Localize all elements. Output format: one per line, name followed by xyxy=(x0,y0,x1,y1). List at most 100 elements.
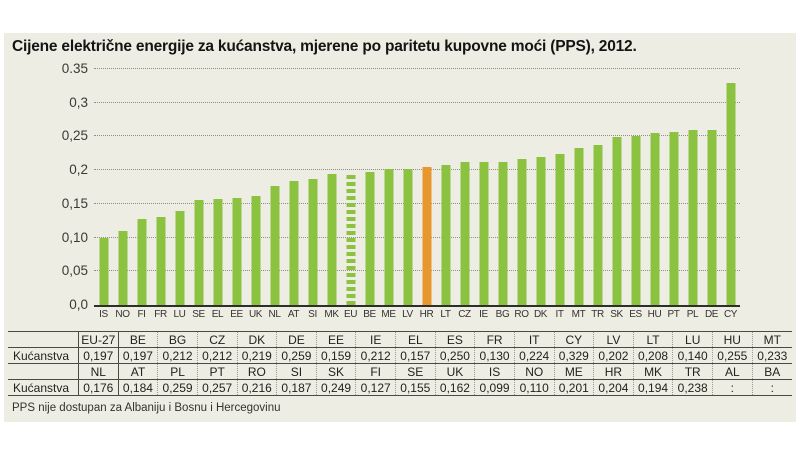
bar-SI xyxy=(308,178,317,305)
table-value-cell: 0,208 xyxy=(632,347,673,364)
table-row-label: Kućanstva xyxy=(8,379,79,396)
table-value-cell: 0,259 xyxy=(157,379,198,396)
y-tick-label: 0,2 xyxy=(69,162,88,178)
bar-slot-MK xyxy=(322,69,341,305)
table-header-cell: HR xyxy=(593,363,634,380)
chart-title: Cijene električne energije za kućanstva,… xyxy=(12,38,637,55)
footnote: PPS nije dostupan za Albaniju i Bosnu i … xyxy=(12,402,281,414)
y-tick-label: 0,3 xyxy=(69,94,88,110)
bar-slot-ES xyxy=(626,69,645,305)
table-value-cell: 0,157 xyxy=(395,347,436,364)
table-value-cell: 0,238 xyxy=(672,379,713,396)
bar-UK xyxy=(251,195,260,305)
bar-BE xyxy=(365,172,374,305)
x-axis: IS NO FI FR LU SE EL EE UK NL AT SI MK EU BE ME LV HR LT CZ… xyxy=(94,309,740,320)
table-header-cell: EE xyxy=(315,331,356,348)
bar-PT xyxy=(669,131,678,305)
table-header-cell: NO xyxy=(513,363,554,380)
bar-slot-SE xyxy=(189,69,208,305)
bar-slot-SK xyxy=(607,69,626,305)
table-value-cell: 0,329 xyxy=(553,347,594,364)
bar-slot-FR xyxy=(151,69,170,305)
bar-IE xyxy=(479,162,488,305)
y-tick-label: 0,15 xyxy=(61,195,88,211)
x-tick-label-DE: DE xyxy=(704,309,719,320)
data-table-wrap: EU-27 BE BG CZ DK DE EE IE EL ES FR IT CY LV LT LU HU MT K… xyxy=(8,331,792,396)
bar-slot-UK xyxy=(246,69,265,305)
x-tick-label-HU: HU xyxy=(647,309,662,320)
x-tick-label-MT: MT xyxy=(571,309,586,320)
table-header-cell: FR xyxy=(474,331,515,348)
bar-ME xyxy=(384,169,393,305)
table-header-cell: SI xyxy=(276,363,317,380)
bar-AT xyxy=(289,180,298,305)
table-header-cell: MT xyxy=(751,331,792,348)
table-value-cell: 0,194 xyxy=(632,379,673,396)
x-tick-label-PT: PT xyxy=(667,309,680,320)
table-header-cell: TR xyxy=(672,363,713,380)
y-tick-label: 0.35 xyxy=(61,61,88,76)
bar-SE xyxy=(194,200,203,305)
bar-slot-EE xyxy=(227,69,246,305)
data-table: EU-27 BE BG CZ DK DE EE IE EL ES FR IT CY LV LT LU HU MT K… xyxy=(8,331,792,396)
table-corner-cell xyxy=(8,331,79,348)
gridline xyxy=(94,270,740,272)
bar-slot-BE xyxy=(360,69,379,305)
y-tick-label: 0,25 xyxy=(61,128,88,144)
table-header-cell: SE xyxy=(395,363,436,380)
bars-container xyxy=(94,69,740,305)
bar-MK xyxy=(327,174,336,305)
table-value-cell: 0,204 xyxy=(593,379,634,396)
bar-slot-PT xyxy=(664,69,683,305)
x-tick-label-SK: SK xyxy=(610,309,623,320)
bar-LV xyxy=(403,168,412,305)
x-tick-label-SI: SI xyxy=(308,309,317,320)
plot-area xyxy=(94,68,740,307)
table-header-cell: CY xyxy=(553,331,594,348)
bar-slot-ME xyxy=(379,69,398,305)
x-tick-label-LU: LU xyxy=(173,309,186,320)
table-header-cell: BG xyxy=(157,331,198,348)
table-value-cell: 0,201 xyxy=(553,379,594,396)
table-header-cell: DE xyxy=(276,331,317,348)
table-header-cell: LV xyxy=(593,331,634,348)
bar-slot-SI xyxy=(303,69,322,305)
table-header-cell: AT xyxy=(117,363,158,380)
x-tick-label-CY: CY xyxy=(723,309,738,320)
table-header-cell: LU xyxy=(672,331,713,348)
bar-slot-NO xyxy=(113,69,132,305)
bar-HU xyxy=(650,133,659,305)
bar-CZ xyxy=(460,162,469,305)
bar-FI xyxy=(137,219,146,305)
bar-SK xyxy=(612,137,621,305)
table-header-cell: AL xyxy=(712,363,753,380)
bar-LT xyxy=(441,164,450,305)
bar-slot-LT xyxy=(436,69,455,305)
bar-slot-NL xyxy=(265,69,284,305)
table-value-cell: 0,110 xyxy=(513,379,554,396)
bar-slot-IE xyxy=(474,69,493,305)
table-value-cell: 0,159 xyxy=(315,347,356,364)
x-tick-label-EE: EE xyxy=(230,309,243,320)
bar-slot-TR xyxy=(588,69,607,305)
table-value-cell: : xyxy=(712,379,753,396)
bar-slot-PL xyxy=(683,69,702,305)
table-header-cell: PL xyxy=(157,363,198,380)
table-value-cell: 0,187 xyxy=(276,379,317,396)
bar-HR xyxy=(422,167,431,305)
gridline xyxy=(94,135,740,137)
table-value-cell: 0,219 xyxy=(236,347,277,364)
table-corner-cell xyxy=(8,363,79,380)
x-tick-label-TR: TR xyxy=(591,309,604,320)
bar-slot-BG xyxy=(493,69,512,305)
table-value-cell: 0,255 xyxy=(712,347,753,364)
bar-slot-EL xyxy=(208,69,227,305)
table-value-cell: 0,130 xyxy=(474,347,515,364)
table-value-cell: 0,259 xyxy=(276,347,317,364)
bar-slot-EU xyxy=(341,69,360,305)
table-header-cell: SK xyxy=(315,363,356,380)
x-tick-label-EL: EL xyxy=(211,309,224,320)
bar-slot-RO xyxy=(512,69,531,305)
bar-RO xyxy=(517,159,526,305)
bar-EL xyxy=(213,199,222,305)
